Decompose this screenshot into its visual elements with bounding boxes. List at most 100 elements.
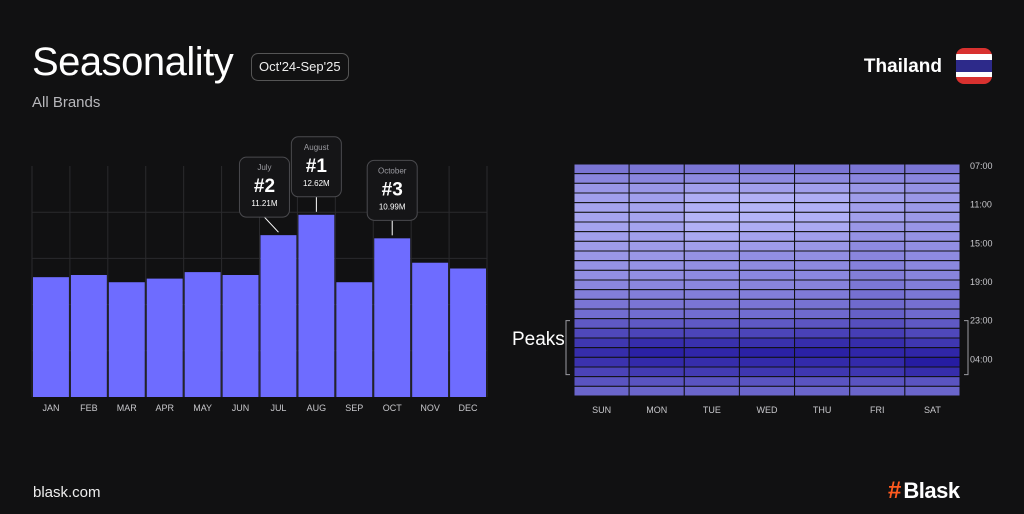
heatmap-cell: [683, 240, 740, 252]
heatmap-cell: [628, 163, 685, 175]
annotation-leader-line: [264, 216, 279, 233]
heatmap-cell: [628, 250, 685, 262]
heatmap-cell: [628, 356, 685, 368]
heatmap-cell: [683, 221, 740, 233]
heatmap-cell: [849, 298, 906, 310]
heatmap-cell: [683, 308, 740, 320]
heatmap-cell: [794, 269, 851, 281]
heatmap-cell: [849, 356, 906, 368]
heatmap-cell: [904, 192, 961, 204]
heatmap-cell: [738, 240, 796, 252]
heatmap-cell: [683, 231, 740, 242]
heatmap-cell: [794, 366, 851, 378]
heatmap-cell: [573, 250, 630, 262]
heatmap-cell: [628, 211, 685, 223]
heatmap-cell: [628, 308, 685, 320]
heatmap-cell: [683, 260, 740, 271]
heatmap-cell: [849, 173, 906, 184]
annotation-value: 10.99M: [379, 202, 406, 211]
heatmap-cell: [904, 240, 961, 252]
heatmap-cell: [738, 289, 796, 300]
peaks-label: Peaks: [512, 329, 565, 350]
heatmap-cell: [573, 376, 630, 387]
heatmap-cell: [794, 279, 851, 291]
heatmap-cell: [628, 385, 685, 397]
heatmap-cell: [904, 182, 961, 194]
heatmap-cell: [849, 269, 906, 281]
site-link[interactable]: blask.com: [33, 484, 101, 501]
heatmap-cell: [849, 318, 906, 329]
flag-stripe: [956, 54, 992, 61]
x-tick-label: AUG: [307, 403, 327, 413]
heatmap-cell: [573, 202, 630, 213]
heatmap-cell: [849, 337, 906, 349]
heatmap-cell: [628, 327, 685, 339]
heatmap-cell: [738, 366, 796, 378]
heatmap-cell: [794, 260, 851, 271]
heatmap-day-label: FRI: [870, 405, 885, 415]
heatmap-cell: [738, 250, 796, 262]
heatmap-cell: [849, 231, 906, 242]
annotation-rank: #2: [254, 176, 275, 197]
heatmap-cell: [794, 221, 851, 233]
heatmap-cell: [849, 163, 906, 175]
heatmap-cell: [683, 376, 740, 387]
heatmap-cell: [849, 308, 906, 320]
heatmap-cell: [794, 182, 851, 194]
peaks-bracket-left: [565, 320, 570, 376]
heatmap-cell: [683, 289, 740, 300]
annotation-month: October: [378, 166, 407, 175]
heatmap-cell: [628, 260, 685, 271]
x-tick-label: OCT: [383, 403, 403, 413]
heatmap-cell: [849, 211, 906, 223]
heatmap-cell: [683, 192, 740, 204]
heatmap-cell: [683, 347, 740, 358]
heatmap-cell: [683, 182, 740, 194]
page-title: Seasonality: [32, 40, 234, 84]
heatmap-cell: [849, 250, 906, 262]
heatmap-cell: [849, 366, 906, 378]
heatmap-cell: [573, 298, 630, 310]
annotation-rank: #3: [382, 179, 403, 200]
heatmap-cell: [573, 192, 630, 204]
bar-jul: [260, 235, 297, 397]
heatmap-hour-label: 15:00: [970, 238, 993, 248]
bar-dec: [450, 268, 486, 397]
heatmap-cell: [904, 260, 961, 271]
heatmap-cell: [794, 347, 851, 358]
heatmap-cell: [738, 260, 796, 271]
heatmap-cell: [849, 289, 906, 300]
heatmap-cell: [628, 289, 685, 300]
annotation-value: 11.21M: [251, 199, 277, 208]
heatmap-cell: [738, 211, 796, 223]
bar-jan: [33, 277, 69, 397]
heatmap-cell: [904, 231, 961, 242]
heatmap-cell: [794, 327, 851, 339]
x-tick-label: APR: [155, 403, 174, 413]
heatmap-cell: [794, 240, 851, 252]
x-tick-label: JUL: [270, 403, 286, 413]
heatmap-cell: [904, 327, 961, 339]
flag-stripe: [956, 71, 992, 78]
heatmap-cell: [794, 163, 851, 175]
heatmap-cell: [849, 385, 906, 397]
heatmap-cell: [573, 366, 630, 378]
x-tick-label: JUN: [232, 403, 250, 413]
period-badge: Oct'24-Sep'25: [251, 53, 349, 81]
heatmap-cell: [904, 269, 961, 281]
heatmap-cell: [738, 337, 796, 349]
bar-apr: [146, 278, 183, 397]
heatmap-cell: [904, 173, 961, 184]
heatmap-cell: [573, 356, 630, 368]
heatmap-cell: [683, 337, 740, 349]
heatmap-cell: [683, 269, 740, 281]
annotation-oct: October #3 10.99M: [366, 159, 418, 236]
heatmap-cell: [573, 269, 630, 281]
heatmap-cell: [683, 356, 740, 368]
heatmap-cell: [738, 298, 796, 310]
bar-nov: [412, 262, 449, 397]
heatmap-cell: [573, 337, 630, 349]
annotation-jul: July #2 11.21M: [238, 156, 290, 233]
heatmap-cell: [849, 376, 906, 387]
heatmap-cell: [628, 231, 685, 242]
